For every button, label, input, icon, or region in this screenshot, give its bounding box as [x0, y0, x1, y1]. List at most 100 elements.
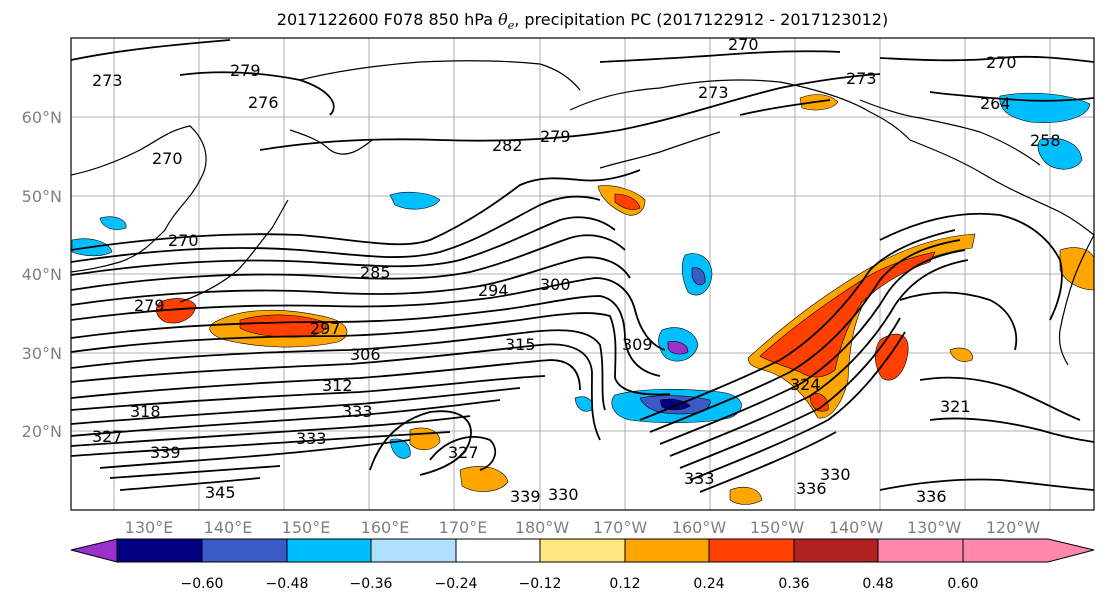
coastlines	[71, 60, 1094, 366]
contour-label: 279	[540, 127, 571, 146]
contour-label: 321	[940, 397, 971, 416]
colorbar-segment	[370, 538, 457, 563]
colorbar-ticks: −0.60 −0.48 −0.36 −0.24 −0.12 0.12 0.24 …	[181, 576, 979, 592]
lon-label: 170°E	[439, 518, 488, 537]
contour-label: 270	[728, 35, 759, 54]
colorbar-segment	[286, 538, 372, 563]
map-frame	[70, 37, 1095, 511]
lat-label: 60°N	[22, 108, 62, 127]
longitude-labels: 130°E 140°E 150°E 160°E 170°E 180°W 170°…	[125, 518, 1041, 537]
precip-negative-ne-2	[1037, 138, 1083, 170]
contour-ridge-d	[929, 417, 1094, 443]
colorbar-tick: 0.36	[778, 576, 809, 592]
lon-label: 160°W	[672, 518, 727, 537]
contour-339	[119, 477, 261, 491]
colorbar-segment	[70, 538, 118, 563]
contour-label: 273	[92, 71, 123, 90]
precip-negative-trop-a	[389, 438, 411, 459]
contour-ridge-a	[879, 212, 1063, 321]
contour-label: 336	[796, 479, 827, 498]
contour-312	[71, 343, 601, 441]
colorbar-segment	[624, 538, 710, 563]
contour-front-6	[689, 331, 906, 481]
lon-label: 180°W	[515, 518, 570, 537]
contour-label: 294	[478, 281, 509, 300]
colorbar-tick: 0.24	[693, 576, 724, 592]
contour-336	[109, 465, 281, 479]
theta-e-contours	[71, 39, 1094, 493]
contour-north-3	[929, 91, 1094, 102]
lat-label: 30°N	[22, 344, 62, 363]
contour-309	[71, 329, 606, 411]
colorbar-tick: 0.60	[947, 576, 978, 592]
precip-positive-west-core	[239, 314, 327, 338]
contour-label: 327	[92, 427, 123, 446]
contour-label: 279	[230, 61, 261, 80]
contour-label: 270	[986, 53, 1017, 72]
contour-294	[71, 234, 626, 291]
contour-label: 327	[448, 443, 479, 462]
contour-label: 300	[540, 275, 571, 294]
lon-label: 140°W	[829, 518, 884, 537]
contour-label: 306	[350, 345, 381, 364]
contour-324	[71, 399, 501, 437]
contour-321	[71, 387, 521, 425]
precip-positive-small-ne	[874, 333, 909, 381]
contour-label: 330	[820, 465, 851, 484]
lat-label: 20°N	[22, 422, 62, 441]
contour-label: 315	[505, 335, 536, 354]
precip-positive-trop-4	[949, 347, 973, 362]
gridlines	[71, 38, 1094, 510]
contour-297	[71, 256, 631, 306]
colorbar-segment	[455, 538, 541, 563]
contour-label: 285	[360, 263, 391, 282]
coastline-na-west	[1058, 234, 1094, 366]
lat-label: 50°N	[22, 187, 62, 206]
lon-label: 120°W	[986, 518, 1041, 537]
coastline-kamchatka	[289, 129, 373, 155]
coastline-nw-canada	[859, 99, 1041, 166]
precip-positive-kyushu	[156, 298, 197, 324]
precip-positive-core-ne-pacific	[759, 251, 936, 378]
lon-label: 130°W	[907, 518, 962, 537]
contour-label: 333	[684, 469, 715, 488]
contour-label: 330	[548, 485, 579, 504]
contour-label: 273	[846, 69, 877, 88]
contour-282	[259, 73, 881, 151]
contour-label: 324	[790, 375, 821, 394]
contour-label: 273	[698, 83, 729, 102]
lon-label: 130°E	[125, 518, 174, 537]
contour-label: 270	[152, 149, 183, 168]
contour-label: 339	[510, 487, 541, 506]
colorbar-segment	[539, 538, 626, 563]
contour-label: 279	[134, 296, 165, 315]
colorbar-tick: −0.48	[266, 576, 309, 592]
contour-trop-left-loop	[369, 410, 472, 476]
contour-front-2	[649, 239, 961, 433]
contour-label: 339	[150, 443, 181, 462]
contour-label: 345	[205, 483, 236, 502]
contour-273	[71, 39, 231, 61]
contour-330	[71, 431, 451, 457]
precip-negative-nw-3	[99, 216, 127, 230]
lon-label: 150°E	[282, 518, 331, 537]
colorbar-tick: −0.36	[350, 576, 393, 592]
precip-positive-aleutian-core	[614, 193, 641, 210]
contour-front-3	[659, 249, 966, 445]
precip-shading	[71, 92, 1094, 505]
colorbar-tick: 0.12	[609, 576, 640, 592]
contour-303	[71, 295, 661, 377]
contour-front-1	[639, 229, 956, 421]
colorbar-segment	[962, 538, 1095, 563]
contour-front-5	[679, 317, 901, 469]
contour-ridge-b	[899, 291, 1018, 351]
contour-front-4	[669, 259, 969, 457]
colorbar-segment	[116, 538, 203, 563]
lon-label: 140°E	[204, 518, 253, 537]
contour-label: 297	[310, 319, 341, 338]
colorbar-tick: −0.12	[519, 576, 562, 592]
contour-label: 333	[342, 402, 373, 421]
precip-negative-upper-core	[691, 267, 706, 286]
contour-label: 264	[980, 94, 1011, 113]
